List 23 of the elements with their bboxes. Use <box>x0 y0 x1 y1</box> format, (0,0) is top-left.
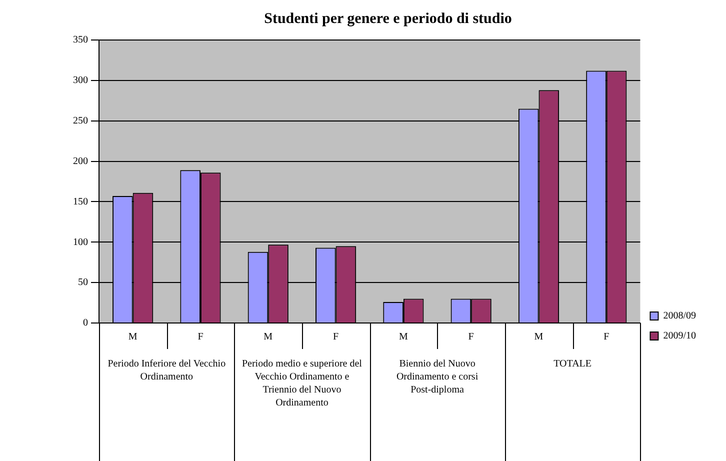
x-tick-label: M <box>534 332 544 343</box>
y-tick-label: 150 <box>73 196 88 208</box>
y-tick-label: 0 <box>83 318 88 329</box>
text: Biennio del Nuovo Ordinamento e corsi Post-diploma <box>396 358 478 396</box>
x-tick-label: M <box>128 332 138 343</box>
y-tick-label: 100 <box>73 236 88 248</box>
y-tick-label: 350 <box>73 34 88 46</box>
x-tick-label: M <box>398 332 408 343</box>
x-tick-label: M <box>264 332 273 343</box>
legend-label: 2009/10 <box>663 330 696 342</box>
y-tick-label: 250 <box>73 115 88 126</box>
x-tick-label: F <box>198 332 204 343</box>
x-tick-label: F <box>604 332 610 343</box>
x-tick-label: F <box>333 332 340 343</box>
x-tick-label: F <box>468 332 474 343</box>
text: Periodo medio e superiore del Vecchio Ordinamento e Triennio del Nuovo Ordinamento <box>242 358 362 409</box>
text: TOTALE <box>554 358 592 370</box>
text: Periodo Inferiore del Vecchio Ordinamento <box>108 358 226 383</box>
chart-title: Studenti per genere e periodo di studio <box>264 10 512 27</box>
y-tick-label: 300 <box>73 75 88 86</box>
y-tick-label: 200 <box>73 156 88 167</box>
legend-label: 2008/09 <box>663 310 696 322</box>
y-tick-label: 50 <box>78 277 88 288</box>
